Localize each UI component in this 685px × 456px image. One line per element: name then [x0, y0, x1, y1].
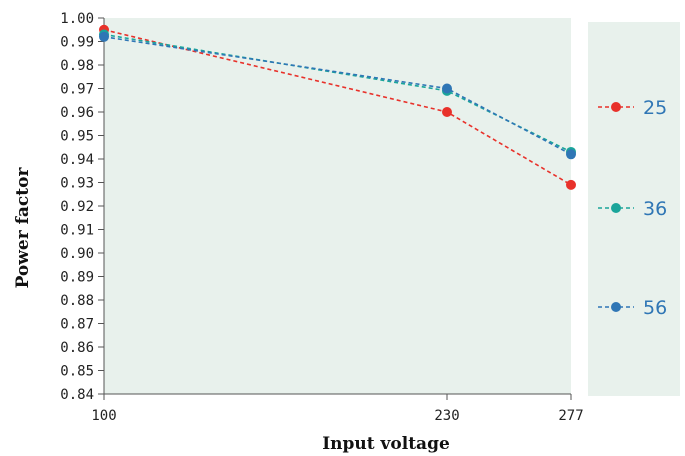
y-tick-label: 0.85: [60, 364, 94, 380]
data-point-56: [99, 31, 109, 42]
legend-label: 36: [643, 198, 667, 220]
y-tick-label: 0.93: [60, 176, 94, 192]
y-tick-label: 0.98: [60, 58, 94, 74]
y-tick-label: 0.94: [60, 152, 94, 168]
y-tick-label: 0.96: [60, 105, 94, 121]
legend-box: [588, 22, 680, 396]
y-tick-label: 0.86: [60, 340, 94, 356]
x-tick-label: 230: [434, 408, 459, 424]
y-tick-label: 0.92: [60, 199, 94, 215]
y-tick-label: 0.91: [60, 223, 94, 239]
y-tick-label: 0.87: [60, 317, 94, 333]
y-tick-label: 0.84: [60, 387, 94, 403]
legend-label: 56: [643, 297, 667, 319]
data-point-56: [566, 149, 576, 160]
y-tick-label: 0.95: [60, 129, 94, 145]
plot-area: [104, 18, 571, 394]
series-56: [99, 31, 576, 160]
y-tick-label: 0.97: [60, 82, 94, 98]
data-point-25: [566, 179, 576, 190]
y-tick-label: 0.88: [60, 293, 94, 309]
legend-label: 25: [643, 97, 667, 119]
y-tick-label: 1.00: [60, 11, 94, 27]
legend-swatch-marker: [611, 302, 621, 312]
x-axis-ticks: 100 230 277: [91, 394, 584, 424]
legend-item-36: 36: [598, 198, 667, 220]
data-point-56: [441, 83, 452, 94]
y-axis-title: Power factor: [13, 167, 33, 289]
y-tick-label: 0.90: [60, 246, 94, 262]
y-axis-ticks: 0.84 0.85 0.86 0.87 0.88 0.89 0.90 0.91 0.92 0.93…: [60, 11, 104, 403]
y-tick-label: 0.99: [60, 35, 94, 51]
legend: 25 36 56: [598, 97, 667, 319]
legend-swatch-marker: [611, 102, 621, 112]
x-axis-title: Input voltage: [322, 434, 450, 454]
data-point-25: [441, 107, 452, 117]
legend-item-25: 25: [598, 97, 667, 119]
series-layer: [99, 24, 576, 190]
x-tick-label: 100: [91, 408, 116, 424]
y-tick-label: 0.89: [60, 270, 94, 286]
x-tick-label: 277: [558, 408, 583, 424]
legend-item-56: 56: [598, 297, 667, 319]
legend-swatch-marker: [611, 203, 621, 213]
